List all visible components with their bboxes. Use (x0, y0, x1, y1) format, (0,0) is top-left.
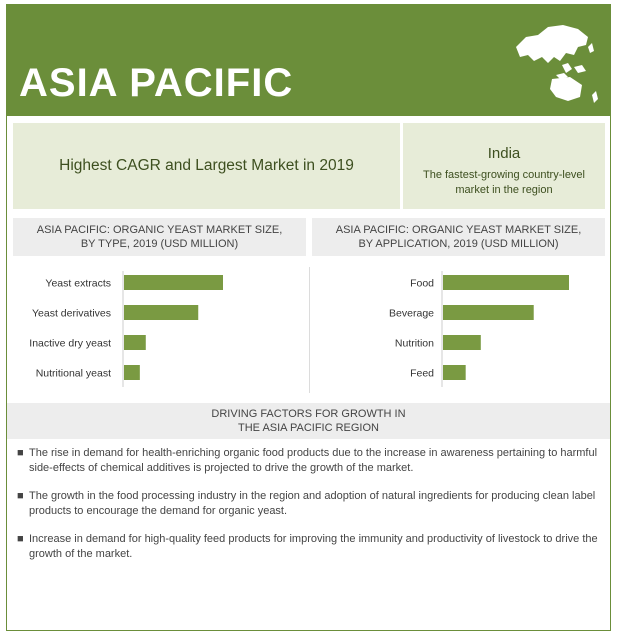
bar (443, 335, 481, 350)
bar (124, 365, 140, 380)
india-subtitle: The fastest-growing country-level market… (422, 169, 585, 196)
chart-application-title-line-2: BY APPLICATION, 2019 (USD MILLION) (358, 238, 559, 250)
bullet-icon: ■ (17, 533, 24, 545)
bullet-icon: ■ (17, 447, 24, 459)
chart-type-title-line-2: BY TYPE, 2019 (USD MILLION) (80, 238, 239, 250)
bar (124, 275, 223, 290)
bar (443, 275, 569, 290)
category-label: Yeast extracts (45, 278, 111, 290)
chart-application-title: ASIA PACIFIC: ORGANIC YEAST MARKET SIZE,… (312, 218, 605, 256)
driver-text: Increase in demand for high-quality feed… (29, 533, 598, 560)
infographic: ASIA PACIFIC Highest CAGR and Largest Ma… (6, 4, 611, 631)
india-heading: India (487, 145, 521, 162)
category-label: Inactive dry yeast (29, 338, 111, 350)
category-label: Nutritional yeast (36, 368, 111, 380)
drivers-heading-line-1: DRIVING FACTORS FOR GROWTH IN (211, 408, 406, 420)
category-label: Feed (410, 368, 434, 380)
page-title: ASIA PACIFIC (19, 61, 294, 105)
chart-type-title-line-1: ASIA PACIFIC: ORGANIC YEAST MARKET SIZE, (36, 224, 283, 236)
bar (443, 305, 534, 320)
highlight-box: Highest CAGR and Largest Market in 2019 (13, 123, 400, 209)
bar (124, 335, 146, 350)
list-item: ■ The rise in demand for health-enrichin… (17, 446, 602, 476)
bar (443, 365, 466, 380)
list-item: ■ Increase in demand for high-quality fe… (17, 532, 602, 562)
bar (124, 305, 199, 320)
chart-application-title-line-1: ASIA PACIFIC: ORGANIC YEAST MARKET SIZE, (335, 224, 582, 236)
drivers-list: ■ The rise in demand for health-enrichin… (17, 446, 602, 575)
header-banner: ASIA PACIFIC (7, 5, 610, 116)
drivers-heading: DRIVING FACTORS FOR GROWTH IN THE ASIA P… (7, 403, 610, 439)
category-label: Nutrition (395, 338, 434, 350)
highlight-text: Highest CAGR and Largest Market in 2019 (59, 157, 354, 174)
chart-type-title: ASIA PACIFIC: ORGANIC YEAST MARKET SIZE,… (13, 218, 306, 256)
category-label: Beverage (389, 308, 434, 320)
category-label: Yeast derivatives (32, 308, 111, 320)
chart-divider (309, 267, 310, 393)
asia-pacific-map-icon (516, 25, 598, 103)
category-label: Food (410, 278, 434, 290)
india-box: India The fastest-growing country-level … (403, 123, 605, 209)
drivers-heading-line-2: THE ASIA PACIFIC REGION (238, 422, 379, 434)
driver-text: The growth in the food processing indust… (29, 490, 596, 517)
chart-by-type: Yeast extracts Yeast derivatives Inactive … (29, 271, 223, 387)
list-item: ■ The growth in the food processing indu… (17, 489, 602, 519)
driver-text: The rise in demand for health-enriching … (29, 447, 598, 474)
chart-by-application: Food Beverage Nutrition Feed (389, 271, 569, 387)
bullet-icon: ■ (17, 490, 24, 502)
